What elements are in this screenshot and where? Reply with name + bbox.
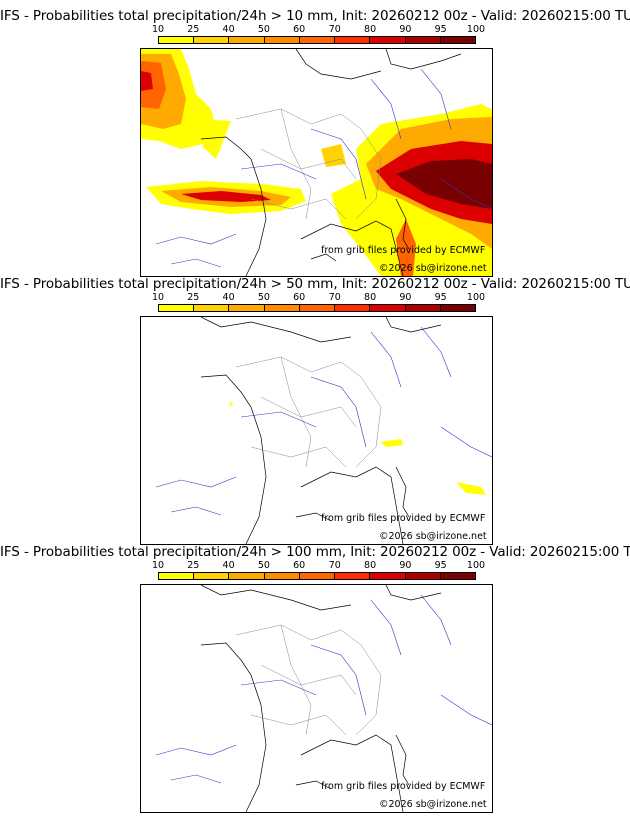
colorbar-swatch bbox=[405, 37, 441, 43]
tick-label: 10 bbox=[151, 24, 165, 35]
tick-label: 50 bbox=[257, 292, 270, 303]
colorbar-swatch bbox=[370, 37, 406, 43]
colorbar-swatch bbox=[440, 305, 475, 311]
panel-title: IFS - Probabilities total precipitation/… bbox=[0, 544, 630, 560]
copyright-credit: ©2026 sb@irizone.net bbox=[379, 531, 487, 542]
tick-label: 40 bbox=[222, 24, 235, 35]
panel-100mm: IFS - Probabilities total precipitation/… bbox=[0, 544, 630, 813]
tick-label: 10 bbox=[151, 292, 165, 303]
colorbar-swatch bbox=[335, 305, 371, 311]
colorbar-swatch bbox=[440, 573, 475, 579]
tick-label: 50 bbox=[257, 24, 270, 35]
tick-label: 40 bbox=[222, 560, 235, 571]
colorbar-swatch bbox=[264, 573, 300, 579]
tick-label: 70 bbox=[328, 292, 341, 303]
colorbar-swatch bbox=[264, 305, 300, 311]
coastlines bbox=[200, 49, 462, 276]
tick-label: 25 bbox=[187, 24, 200, 35]
colorbar-ticks: 10 25 40 50 60 70 80 90 95 100 bbox=[152, 292, 485, 304]
rivers bbox=[155, 326, 492, 516]
rivers bbox=[155, 68, 492, 268]
colorbar-swatch bbox=[335, 573, 371, 579]
tick-label: 100 bbox=[466, 292, 486, 303]
colorbar-swatch bbox=[229, 573, 265, 579]
tick-label: 80 bbox=[364, 24, 377, 35]
colorbar-swatch bbox=[299, 305, 336, 311]
rivers bbox=[155, 594, 492, 784]
source-credit: from grib files provided by ECMWF bbox=[321, 513, 486, 524]
colorbar-ticks: 10 25 40 50 60 70 80 90 95 100 bbox=[152, 560, 485, 572]
tick-label: 90 bbox=[399, 24, 412, 35]
tick-label: 80 bbox=[364, 560, 377, 571]
tick-label: 95 bbox=[434, 24, 447, 35]
colorbar-swatch bbox=[159, 573, 195, 579]
tick-label: 60 bbox=[293, 292, 306, 303]
tick-label: 90 bbox=[399, 292, 412, 303]
colorbar bbox=[158, 304, 476, 312]
colorbar-swatch bbox=[299, 573, 336, 579]
panel-50mm: IFS - Probabilities total precipitation/… bbox=[0, 276, 630, 545]
borders bbox=[235, 108, 382, 220]
colorbar-swatch bbox=[194, 573, 230, 579]
colorbar-ticks: 10 25 40 50 60 70 80 90 95 100 bbox=[152, 24, 485, 36]
colorbar-swatch bbox=[405, 573, 441, 579]
panel-title: IFS - Probabilities total precipitation/… bbox=[0, 276, 630, 292]
precip-map bbox=[155, 585, 492, 812]
colorbar-swatch bbox=[194, 305, 230, 311]
colorbar-swatch bbox=[299, 37, 336, 43]
copyright-credit: ©2026 sb@irizone.net bbox=[379, 263, 487, 274]
colorbar-swatch bbox=[264, 37, 300, 43]
tick-label: 95 bbox=[434, 292, 447, 303]
tick-label: 90 bbox=[399, 560, 412, 571]
coastlines bbox=[200, 585, 442, 812]
tick-label: 60 bbox=[293, 560, 306, 571]
colorbar-swatch bbox=[194, 37, 230, 43]
tick-label: 25 bbox=[187, 292, 200, 303]
coastlines bbox=[200, 317, 442, 544]
source-credit: from grib files provided by ECMWF bbox=[321, 781, 486, 792]
tick-label: 60 bbox=[293, 24, 306, 35]
tick-label: 100 bbox=[466, 560, 486, 571]
precip-map bbox=[155, 317, 492, 544]
tick-label: 70 bbox=[328, 24, 341, 35]
tick-label: 50 bbox=[257, 560, 270, 571]
colorbar-swatch bbox=[370, 573, 406, 579]
colorbar-swatch bbox=[335, 37, 371, 43]
precip-map bbox=[141, 49, 492, 276]
tick-label: 100 bbox=[466, 24, 486, 35]
panel-10mm: IFS - Probabilities total precipitation/… bbox=[0, 8, 630, 277]
colorbar-swatch bbox=[440, 37, 475, 43]
tick-label: 80 bbox=[364, 292, 377, 303]
tick-label: 10 bbox=[151, 560, 165, 571]
colorbar bbox=[158, 36, 476, 44]
colorbar bbox=[158, 572, 476, 580]
precip-shading bbox=[141, 49, 492, 276]
colorbar-swatch bbox=[229, 37, 265, 43]
colorbar-swatch bbox=[405, 305, 441, 311]
tick-label: 25 bbox=[187, 560, 200, 571]
map-frame: from grib files provided by ECMWF ©2026 … bbox=[140, 316, 493, 545]
source-credit: from grib files provided by ECMWF bbox=[321, 245, 486, 256]
colorbar-swatch bbox=[159, 305, 195, 311]
precip-shading bbox=[229, 402, 486, 495]
copyright-credit: ©2026 sb@irizone.net bbox=[379, 799, 487, 810]
colorbar-swatch bbox=[370, 305, 406, 311]
colorbar-swatch bbox=[159, 37, 195, 43]
colorbar-swatch bbox=[229, 305, 265, 311]
borders bbox=[235, 624, 382, 736]
borders bbox=[235, 356, 382, 468]
map-frame: from grib files provided by ECMWF ©2026 … bbox=[140, 48, 493, 277]
tick-label: 95 bbox=[434, 560, 447, 571]
map-frame: from grib files provided by ECMWF ©2026 … bbox=[140, 584, 493, 813]
tick-label: 70 bbox=[328, 560, 341, 571]
tick-label: 40 bbox=[222, 292, 235, 303]
panel-title: IFS - Probabilities total precipitation/… bbox=[0, 8, 630, 24]
